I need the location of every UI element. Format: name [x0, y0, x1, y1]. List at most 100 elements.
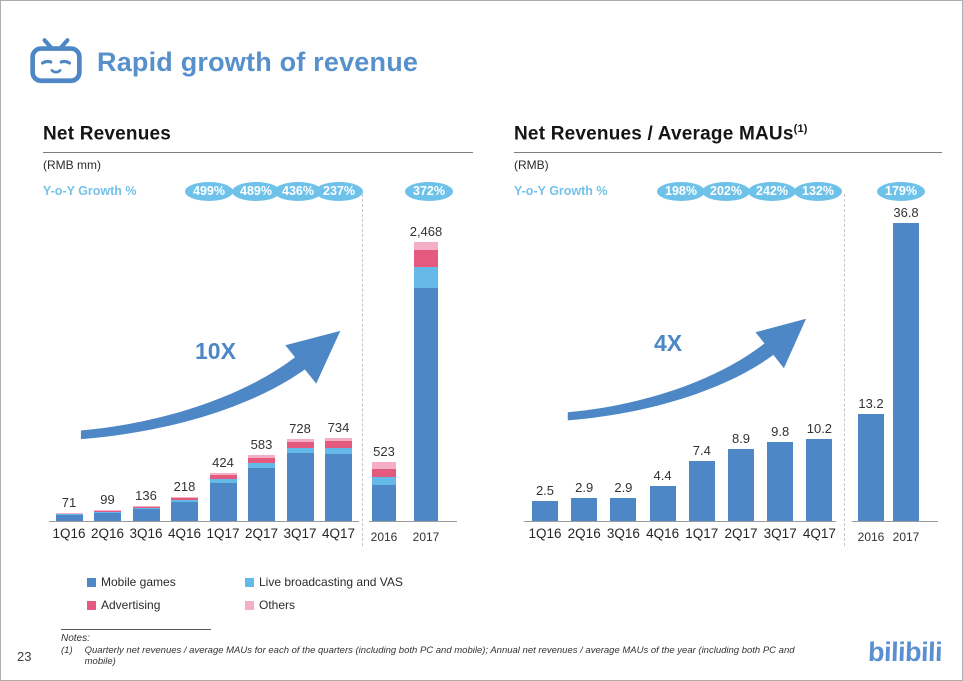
- bar-value-label: 36.8: [893, 205, 919, 221]
- bar-segment-mobile-games: [209, 482, 237, 522]
- growth-badge: 198%: [657, 182, 705, 202]
- bar-segment-others: [414, 242, 438, 250]
- growth-badge: 132%: [794, 182, 842, 202]
- yoy-growth-label: Y-o-Y Growth %: [514, 184, 608, 199]
- chart-title-superscript: (1): [793, 123, 808, 135]
- x-axis-label: 2Q17: [244, 526, 279, 542]
- bar-segment-live-broadcasting-and-vas: [132, 508, 160, 510]
- x-axis-label: 1Q16: [528, 526, 562, 542]
- bar-2Q16: [94, 510, 121, 522]
- bar-segment-live-broadcasting-and-vas: [55, 514, 83, 516]
- bar-segment-advertising: [55, 513, 83, 515]
- bar-2017: [414, 242, 438, 522]
- notes: Notes: (1) Quarterly net revenues / aver…: [61, 629, 821, 667]
- bar-segment-others: [372, 462, 396, 469]
- x-axis-label: 4Q16: [646, 526, 680, 542]
- bar-segment-others: [171, 496, 198, 498]
- bar-1Q16: [532, 501, 558, 522]
- bar-value-label: 10.2: [806, 420, 833, 436]
- bar-value-label: 4.4: [653, 467, 672, 483]
- footnote-text: Quarterly net revenues / average MAUs fo…: [84, 645, 795, 667]
- x-axis-label: 4Q17: [802, 526, 836, 542]
- x-axis-label: 2016: [857, 530, 885, 545]
- bar-value-label: 9.8: [771, 423, 790, 439]
- bar-value-label: 2.5: [535, 483, 555, 499]
- bar-segment-advertising: [132, 506, 160, 509]
- bar-value-label: 218: [173, 478, 196, 494]
- bar-segment-mobile-games: [94, 512, 121, 522]
- bar-2016: [372, 462, 396, 522]
- footnote-number: (1): [61, 645, 73, 656]
- bar-segment-live-broadcasting-and-vas: [414, 266, 438, 289]
- bar-2016: [858, 414, 884, 522]
- bar-3Q16: [610, 497, 637, 522]
- quarterly-annual-divider: [362, 194, 363, 547]
- x-axis-annual: [369, 521, 457, 523]
- bar-2017: [893, 223, 919, 522]
- x-axis-label: 4Q16: [167, 526, 202, 542]
- bar-segment-live-broadcasting-and-vas: [248, 463, 275, 469]
- bar-value-label: 7.4: [692, 443, 711, 459]
- growth-multiplier: 10X: [195, 338, 236, 365]
- growth-badge: 202%: [702, 182, 750, 202]
- growth-row: Y-o-Y Growth % 198% 202% 242% 132% 179%: [514, 182, 942, 202]
- bar-segment-advertising: [325, 441, 352, 448]
- bar-segment-mobile-games: [286, 453, 314, 522]
- x-axis-label: 3Q17: [283, 526, 317, 542]
- bar-3Q17: [286, 439, 314, 522]
- x-axis-label: 2Q16: [90, 526, 125, 542]
- page-number: 23: [17, 649, 32, 664]
- bar-segment-mobile-games: [325, 454, 352, 522]
- x-axis-quarterly: [524, 521, 836, 523]
- bar-2Q17: [728, 449, 754, 522]
- bar-segment-advertising: [286, 441, 314, 448]
- bar-2Q16: [571, 497, 598, 522]
- bar-segment-advertising: [414, 250, 438, 267]
- footnote-1: (1) Quarterly net revenues / average MAU…: [61, 645, 821, 667]
- growth-badge: 499%: [185, 182, 233, 202]
- legend: Mobile games Live broadcasting and VAS Adv…: [87, 575, 403, 612]
- chart-title-text: Net Revenues: [43, 123, 172, 145]
- bar-1Q17: [209, 473, 237, 522]
- chart-title: Net Revenues / Average MAUs(1): [514, 123, 942, 154]
- bar-value-label: 99: [100, 492, 115, 508]
- bilibili-tv-icon: [30, 38, 82, 84]
- legend-label: Others: [259, 598, 296, 612]
- x-axis-label: 3Q16: [606, 526, 640, 542]
- bar-segment-advertising: [372, 468, 396, 477]
- bar-value-label: 136: [135, 487, 157, 503]
- chart-title-text: Net Revenues / Average MAUs: [514, 123, 794, 145]
- bar-value-label: 71: [61, 495, 77, 511]
- bar-segment-live-broadcasting-and-vas: [171, 499, 198, 503]
- bar-segment-mobile-games: [372, 485, 396, 522]
- net-revenues-chart: Net Revenues (RMB mm) Y-o-Y Growth % 499…: [43, 123, 473, 556]
- page-title: Rapid growth of revenue: [97, 47, 419, 77]
- bar-value-label: 523: [373, 444, 395, 460]
- legend-swatch: [87, 577, 96, 587]
- quarterly-annual-divider: [844, 194, 845, 547]
- x-axis-label: 2017: [412, 530, 440, 545]
- bar-segment-others: [286, 439, 314, 442]
- legend-item-live-broadcasting-and-vas: Live broadcasting and VAS: [245, 575, 403, 589]
- bar-4Q17: [325, 438, 352, 522]
- bar-value-label: 8.9: [731, 431, 751, 447]
- bar-segment-mobile-games: [132, 509, 160, 522]
- bar-segment-advertising: [94, 510, 121, 512]
- growth-badge: 237%: [315, 182, 363, 202]
- x-axis-label: 2017: [892, 530, 920, 545]
- bar-segment-live-broadcasting-and-vas: [94, 511, 121, 513]
- growth-badge: 179%: [877, 182, 925, 202]
- bilibili-logo: bilibili: [867, 637, 943, 667]
- bar-value-label: 583: [250, 437, 273, 453]
- bar-segment-mobile-games: [171, 502, 198, 522]
- bar-segment-advertising: [171, 497, 198, 500]
- growth-badge: 489%: [232, 182, 280, 202]
- chart-unit-label: (RMB): [514, 158, 549, 173]
- x-axis-label: 1Q17: [206, 526, 240, 542]
- bar-3Q17: [767, 441, 794, 522]
- bar-segment-advertising: [209, 475, 237, 480]
- bar-value-label: 424: [212, 455, 234, 471]
- bar-3Q16: [132, 505, 160, 522]
- bar-segment-others: [248, 455, 275, 458]
